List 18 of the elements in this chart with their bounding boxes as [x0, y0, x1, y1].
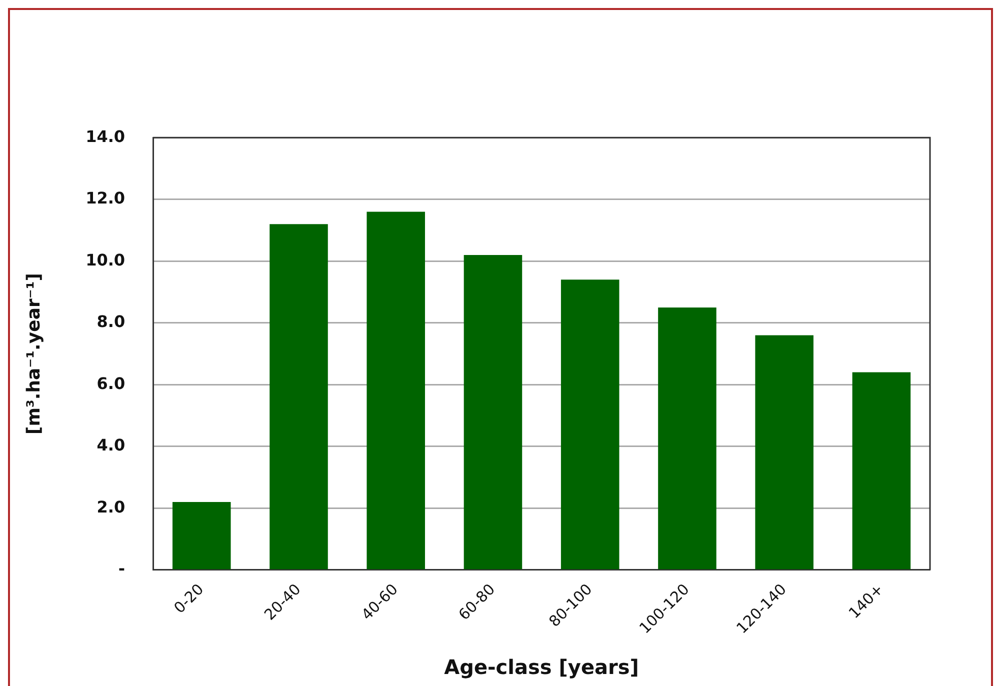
bar — [464, 254, 522, 570]
bar — [658, 307, 716, 570]
x-axis-title: Age-class [years] — [444, 655, 639, 680]
bar — [852, 372, 911, 570]
bar — [270, 224, 328, 570]
y-tick-label: 10.0 — [86, 250, 126, 270]
y-axis-title: [m³.ha⁻¹.year⁻¹] — [23, 273, 44, 435]
y-tick-label: 8.0 — [96, 312, 126, 332]
y-tick-label: 4.0 — [96, 436, 126, 455]
bar — [172, 502, 231, 570]
y-tick-label: - — [118, 559, 126, 578]
y-tick-label: 2.0 — [96, 497, 126, 516]
bar — [755, 335, 814, 570]
bar — [560, 280, 620, 570]
bar — [366, 212, 425, 570]
y-tick-label: 14.0 — [86, 126, 126, 146]
y-tick-label: 6.0 — [96, 374, 126, 393]
y-tick-label: 12.0 — [86, 188, 126, 208]
